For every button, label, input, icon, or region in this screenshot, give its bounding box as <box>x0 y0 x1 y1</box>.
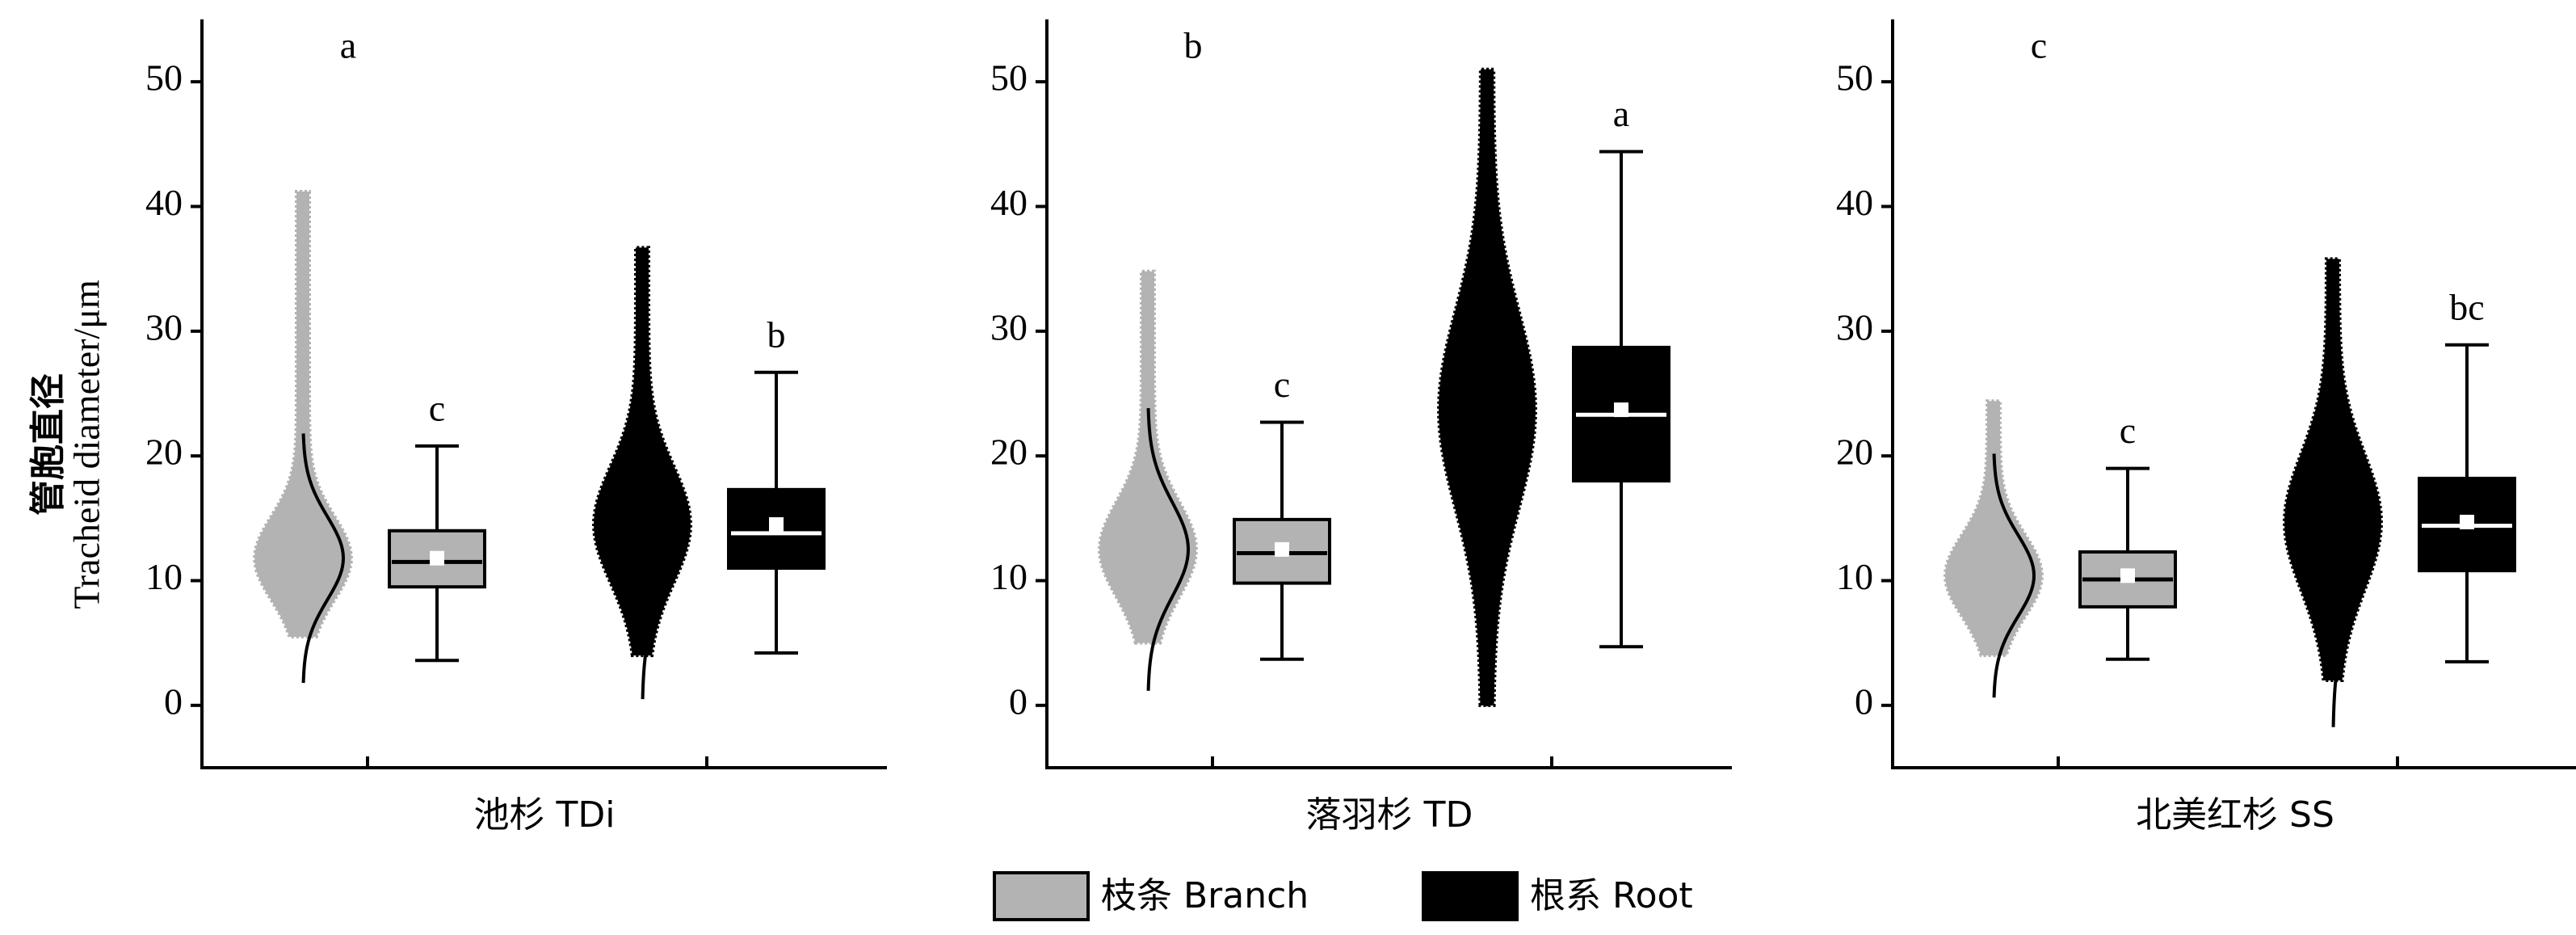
x-axis-title: 落羽杉 TD <box>1306 794 1473 836</box>
y-tick-label: 50 <box>990 57 1027 99</box>
x-axis-title: 北美红杉 SS <box>2136 794 2334 836</box>
y-axis-label: 管胞直径 Tracheid diameter/μm <box>27 280 107 609</box>
y-tick-label: 40 <box>1836 182 1873 223</box>
significance-letter: c <box>1274 364 1290 405</box>
significance-letter: b <box>767 314 786 355</box>
legend-swatch <box>1422 871 1519 921</box>
y-tick-label: 0 <box>164 680 183 722</box>
panel-letter: a <box>340 25 356 66</box>
density-curve <box>1992 453 2036 698</box>
mean-marker <box>1614 402 1628 418</box>
y-label-cn: 管胞直径 <box>27 373 69 516</box>
y-tick-label: 20 <box>990 432 1027 473</box>
y-tick-label: 10 <box>1836 556 1873 597</box>
y-tick-label: 50 <box>1836 57 1873 99</box>
x-axis-title: 池杉 TDi <box>474 794 616 836</box>
y-tick-label: 10 <box>145 556 183 597</box>
mean-marker <box>2120 568 2135 583</box>
point-cloud <box>1944 399 2044 658</box>
significance-letter: c <box>429 387 445 428</box>
y-tick-label: 0 <box>1009 680 1027 722</box>
density-curve <box>641 349 685 700</box>
significance-letter: bc <box>2449 286 2484 327</box>
density-curve <box>2331 317 2376 727</box>
panel-letter: b <box>1184 25 1203 66</box>
mean-marker <box>1275 541 1289 557</box>
density-curve <box>301 433 346 684</box>
legend-label: 根系 Root <box>1530 875 1693 916</box>
point-cloud <box>2283 257 2383 682</box>
point-cloud <box>1436 67 1538 707</box>
y-tick-label: 10 <box>990 556 1027 597</box>
mean-marker <box>769 517 784 533</box>
significance-letter: a <box>1613 93 1629 134</box>
legend-label: 枝条 Branch <box>1101 875 1309 916</box>
y-tick-label: 0 <box>1855 680 1873 722</box>
density-curve <box>1486 113 1530 707</box>
point-cloud <box>253 189 353 638</box>
y-tick-label: 50 <box>145 57 183 99</box>
y-tick-label: 20 <box>145 432 183 473</box>
point-cloud <box>592 246 692 658</box>
y-tick-label: 30 <box>1836 306 1873 347</box>
y-tick-label: 40 <box>990 182 1027 223</box>
mean-marker <box>430 550 444 566</box>
panel-letter: c <box>2031 25 2047 66</box>
y-tick-label: 30 <box>145 306 183 347</box>
significance-letter: c <box>2120 410 2136 451</box>
mean-marker <box>2460 514 2474 529</box>
point-cloud <box>1097 269 1199 645</box>
y-tick-label: 20 <box>1836 432 1873 473</box>
legend-swatch <box>993 871 1090 921</box>
y-tick-label: 40 <box>145 182 183 223</box>
y-tick-label: 30 <box>990 306 1027 347</box>
y-label-en: Tracheid diameter/μm <box>66 280 107 609</box>
density-curve <box>1146 407 1191 691</box>
